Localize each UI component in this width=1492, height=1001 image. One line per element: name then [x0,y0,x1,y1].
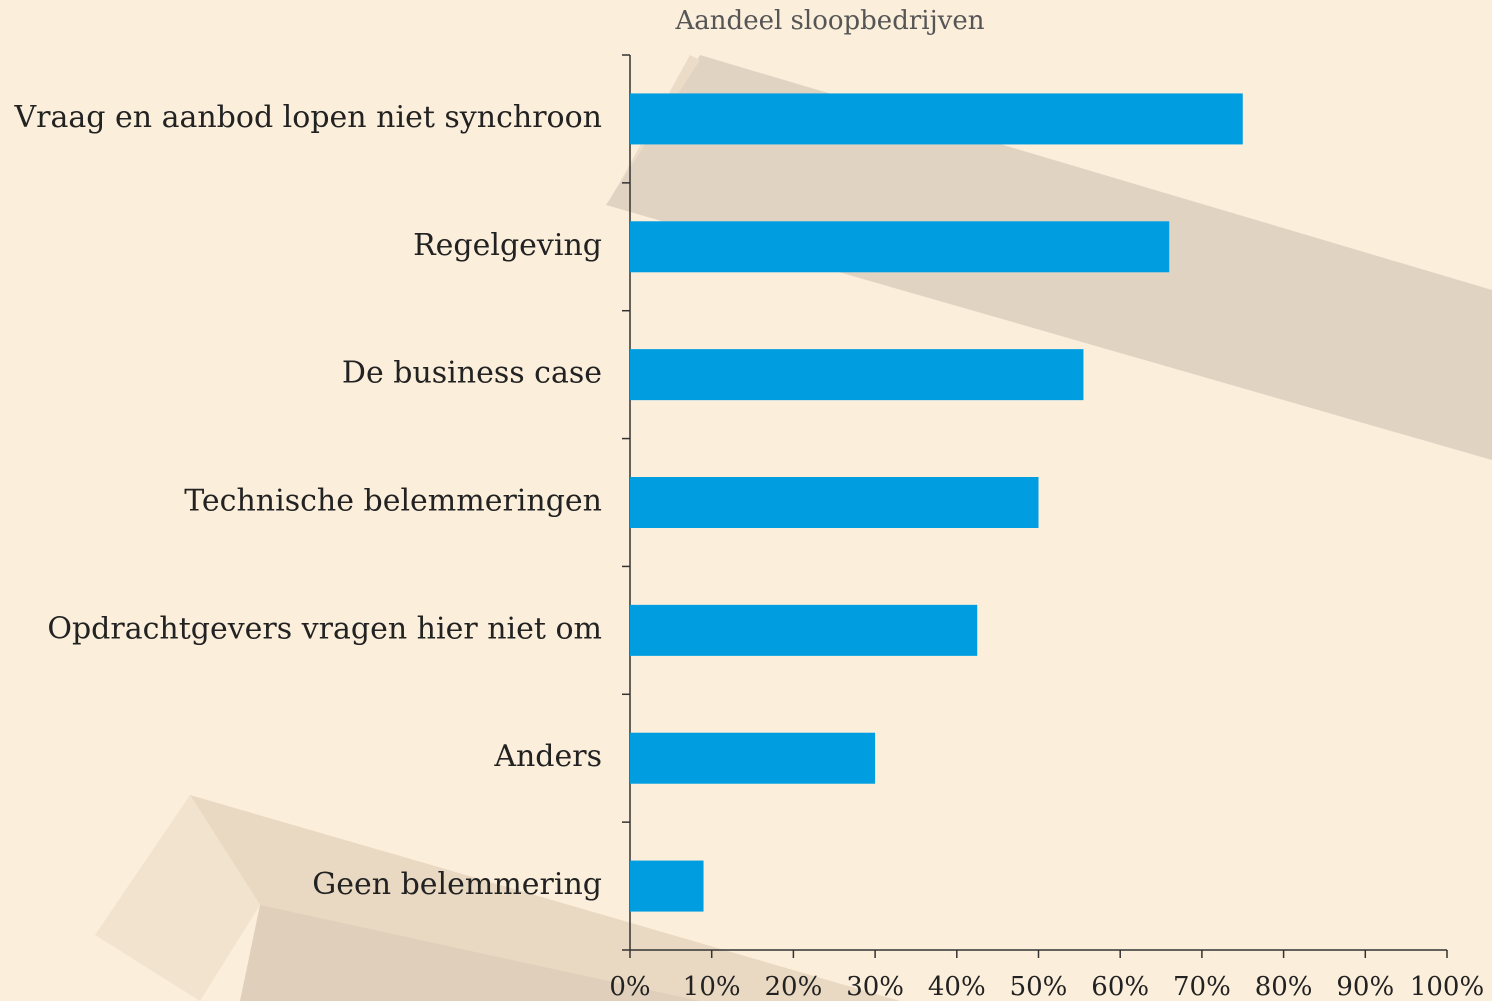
x-tick-label: 40% [928,972,986,1001]
bar [630,732,876,784]
y-tick-label: Technische belemmeringen [184,484,602,519]
y-tick-label: Opdrachtgevers vragen hier niet om [47,611,602,646]
y-tick-label: Geen belemmering [312,867,602,902]
x-tick-label: 20% [765,972,823,1001]
bar [630,221,1170,273]
y-tick-label: De business case [342,356,602,391]
x-tick-label: 10% [683,972,741,1001]
x-tick-label: 60% [1091,972,1149,1001]
x-tick-label: 30% [846,972,904,1001]
bar [630,477,1039,528]
x-tick-label: 90% [1336,972,1394,1001]
bar [630,93,1243,145]
bar [630,349,1084,401]
y-tick-label: Regelgeving [413,228,602,263]
bar [630,604,978,656]
x-tick-label: 80% [1255,972,1313,1001]
x-tick-label: 100% [1410,972,1484,1001]
chart-title: Aandeel sloopbedrijven [675,6,985,36]
x-tick-label: 0% [609,972,650,1001]
y-tick-label: Vraag en aanbod lopen niet synchroon [13,100,602,135]
x-tick-label: 50% [1010,972,1068,1001]
y-tick-label: Anders [493,739,602,774]
bar [630,860,704,912]
x-tick-label: 70% [1173,972,1231,1001]
